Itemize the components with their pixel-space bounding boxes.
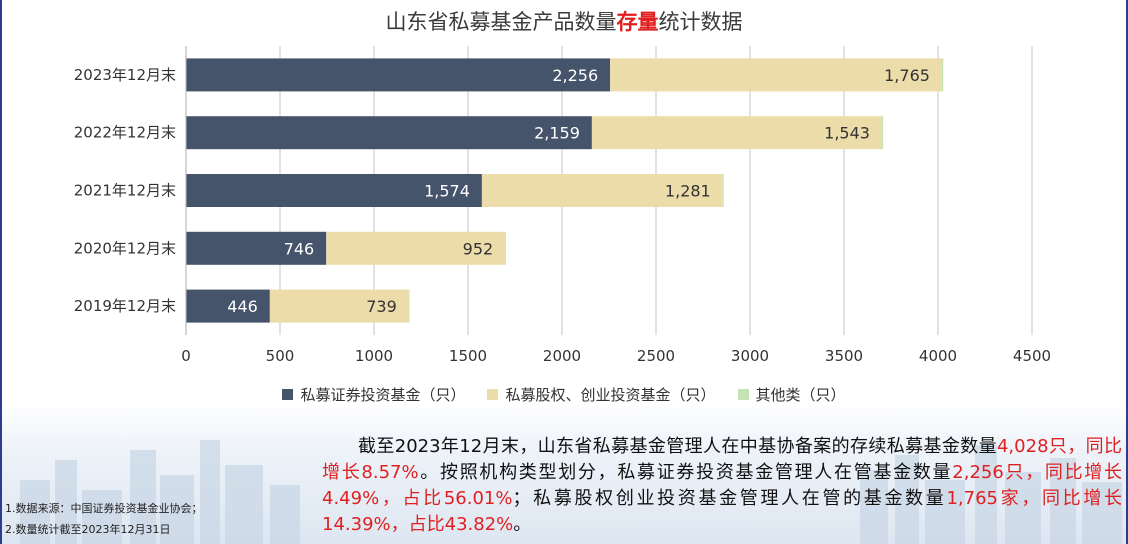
x-tick-label-9: 4500: [1013, 347, 1051, 365]
data-label-s0-0: 2,256: [552, 66, 598, 85]
legend-swatch-securities: [282, 389, 294, 400]
x-tick-label-2: 1000: [355, 347, 393, 365]
x-tick-label-7: 3500: [825, 347, 863, 365]
category-label-0: 2023年12月末: [74, 66, 176, 84]
x-tick-label-0: 0: [181, 347, 191, 365]
bar-s2-4: [408, 289, 410, 323]
bar-s2-1: [881, 116, 884, 150]
bar-s0-3: [186, 231, 327, 265]
summary-highlight-equity: 1,765家，同比增长14.39%，占比43.82%: [322, 488, 1122, 535]
source-notes: 1.数据来源：中国证券投资基金业协会； 2.数量统计截至2023年12月31日: [5, 498, 203, 540]
data-label-s0-2: 1,574: [424, 182, 470, 201]
summary-highlight-securities: 2,256只，同比增长4.49%，占比56.01%: [322, 462, 1123, 509]
legend-item-other: 其他类（只）: [737, 384, 846, 405]
legend-label-securities: 私募证券投资基金（只）: [300, 386, 466, 404]
x-tick-label-8: 4000: [919, 347, 957, 365]
bar-s0-4: [186, 289, 270, 323]
x-tick-label-6: 3000: [731, 347, 769, 365]
chart-title-highlight: 存量: [616, 10, 659, 34]
summary-text-4: 。: [513, 514, 532, 535]
bar-s1-2: [481, 174, 723, 207]
legend-swatch-other: [737, 389, 749, 400]
x-tick-label-5: 2500: [637, 347, 675, 365]
stacked-bar-chart: 0 500 1000 1500 2000 2500 3000 3500 4000 4500 2023…: [74, 46, 1051, 365]
data-label-s0-1: 2,159: [534, 124, 580, 143]
note-source: 1.数据来源：中国证券投资基金业协会；: [5, 502, 203, 515]
chart-legend: 私募证券投资基金（只） 私募股权、创业投资基金（只） 其他类（只）: [0, 384, 1128, 405]
bar-s2-0: [941, 58, 944, 92]
summary-highlight-total: 4,028只，同比增长8.57%: [322, 436, 1123, 483]
data-label-s0-4: 446: [227, 297, 258, 316]
right-border: [1126, 0, 1128, 544]
bar-s0-2: [186, 174, 482, 207]
x-tick-label-3: 1500: [449, 347, 487, 365]
category-label-2: 2021年12月末: [74, 182, 176, 200]
legend-label-other: 其他类（只）: [755, 386, 846, 404]
legend-item-securities: 私募证券投资基金（只）: [282, 384, 465, 405]
note-date: 2.数量统计截至2023年12月31日: [5, 523, 171, 536]
summary-paragraph: 截至2023年12月末，山东省私募基金管理人在中基协备案的存续私募基金数量4,0…: [322, 434, 1122, 538]
x-tick-label-1: 500: [266, 347, 295, 365]
bar-s2-3: [505, 231, 506, 265]
legend-label-equity: 私募股权、创业投资基金（只）: [505, 386, 716, 404]
data-label-s1-2: 1,281: [665, 182, 711, 201]
summary-text-3: ；私募股权创业投资基金管理人在管的基金数量: [512, 488, 947, 509]
bar-s2-2: [722, 174, 724, 207]
data-label-s1-4: 739: [366, 297, 397, 316]
data-label-s1-0: 1,765: [884, 66, 930, 85]
legend-item-equity: 私募股权、创业投资基金（只）: [487, 384, 716, 405]
city-skyline-image: [20, 440, 1122, 544]
chart-title-suffix: 统计数据: [658, 10, 743, 34]
bar-s1-1: [591, 116, 882, 150]
bar-s0-0: [186, 58, 611, 92]
category-label-4: 2019年12月末: [74, 297, 176, 315]
summary-text-1: 截至2023年12月末，山东省私募基金管理人在中基协备案的存续私募基金数量: [358, 436, 997, 457]
chart-title-prefix: 山东省私募基金产品数量: [385, 10, 617, 34]
bar-s1-4: [269, 289, 409, 323]
summary-text-2: 。按照机构类型划分，私募证券投资基金管理人在管基金数量: [418, 462, 953, 483]
chart-title: 山东省私募基金产品数量存量统计数据: [0, 6, 1128, 36]
bar-s0-1: [186, 116, 592, 150]
data-label-s1-1: 1,543: [824, 124, 870, 143]
category-label-3: 2020年12月末: [74, 239, 176, 257]
data-label-s1-3: 952: [463, 239, 494, 258]
bar-s1-0: [610, 58, 942, 92]
category-label-1: 2022年12月末: [74, 124, 176, 142]
bar-s1-3: [326, 231, 506, 265]
data-label-s0-3: 746: [284, 239, 315, 258]
left-border: [0, 0, 2, 544]
legend-swatch-equity: [487, 389, 499, 400]
x-tick-label-4: 2000: [543, 347, 581, 365]
